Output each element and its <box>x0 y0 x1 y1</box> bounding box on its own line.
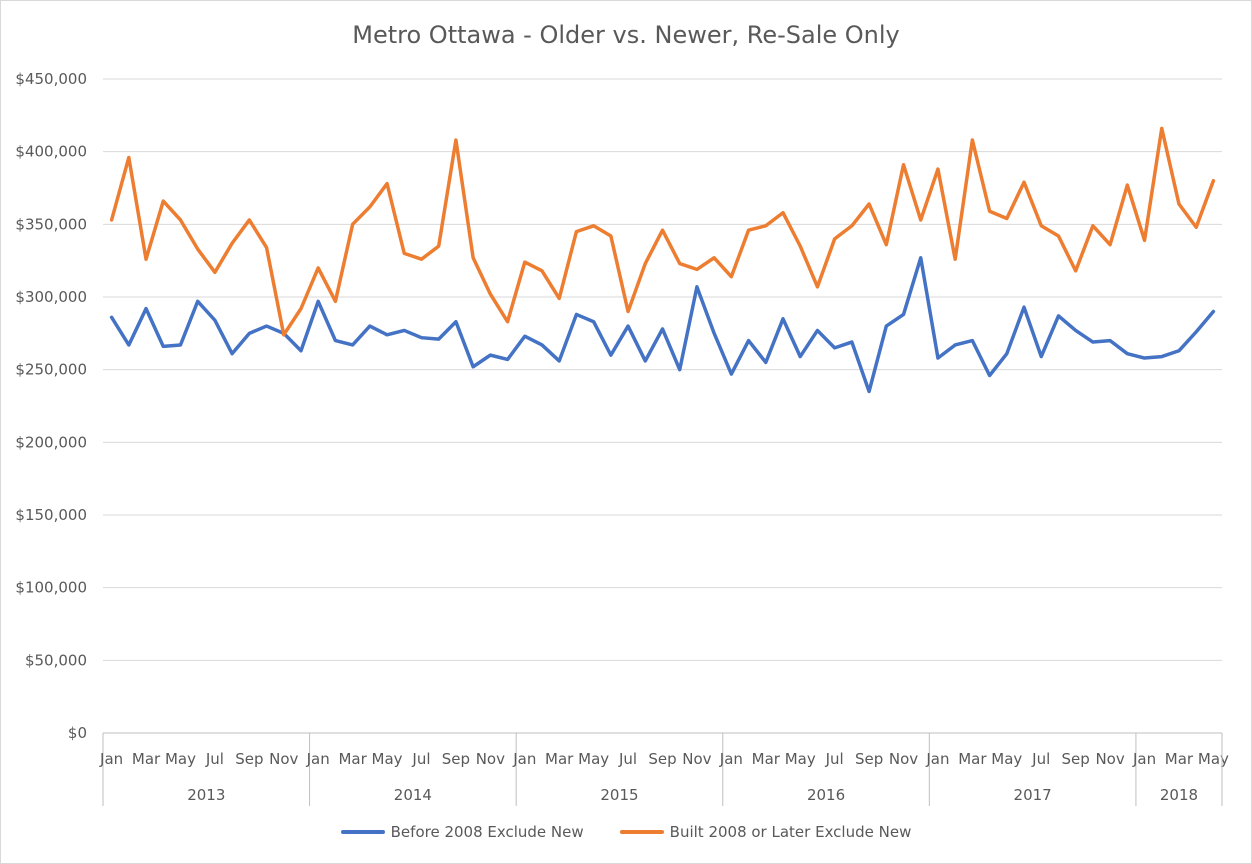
x-tick-label-month: Jan <box>99 750 123 768</box>
y-tick-label: $350,000 <box>15 215 87 233</box>
y-tick-label: $250,000 <box>15 361 87 379</box>
legend-item-built-2008-or-later: Built 2008 or Later Exclude New <box>619 823 912 841</box>
x-tick-label-month: May <box>1198 750 1229 768</box>
x-tick-label-month: Mar <box>752 750 781 768</box>
chart-title: Metro Ottawa - Older vs. Newer, Re-Sale … <box>352 21 900 49</box>
y-tick-label: $50,000 <box>25 651 87 669</box>
x-tick-label-month: Jul <box>411 750 430 768</box>
x-tick-label-year: 2013 <box>187 786 225 804</box>
legend-label-before-2008: Before 2008 Exclude New <box>390 823 584 841</box>
x-tick-label-month: Sep <box>1062 750 1090 768</box>
x-tick-label-year: 2015 <box>600 786 638 804</box>
x-tick-label-month: Nov <box>269 750 298 768</box>
x-tick-label-month: Jul <box>825 750 844 768</box>
x-tick-label-month: Mar <box>338 750 367 768</box>
x-tick-label-month: May <box>165 750 196 768</box>
y-tick-label: $400,000 <box>15 143 87 161</box>
x-tick-label-month: Sep <box>855 750 883 768</box>
x-tick-label-month: Jul <box>1031 750 1050 768</box>
x-tick-label-month: Jan <box>1132 750 1156 768</box>
y-tick-label: $150,000 <box>15 506 87 524</box>
legend-item-before-2008: Before 2008 Exclude New <box>340 823 584 841</box>
x-tick-label-month: Jul <box>205 750 224 768</box>
x-tick-label-year: 2017 <box>1014 786 1052 804</box>
x-tick-label-month: May <box>578 750 609 768</box>
x-tick-label-month: Nov <box>889 750 918 768</box>
y-tick-label: $0 <box>68 724 87 742</box>
x-tick-label-month: May <box>372 750 403 768</box>
x-tick-label-year: 2016 <box>807 786 845 804</box>
x-tick-label-month: Sep <box>235 750 263 768</box>
x-tick-label-month: Nov <box>476 750 505 768</box>
y-tick-label: $300,000 <box>15 288 87 306</box>
x-tick-label-month: Jul <box>618 750 637 768</box>
x-tick-label-month: Mar <box>1165 750 1194 768</box>
x-tick-label-month: Mar <box>958 750 987 768</box>
x-tick-label-month: Jan <box>512 750 536 768</box>
series-line-before-2008 <box>109 256 1216 394</box>
x-tick-label-month: Jan <box>925 750 949 768</box>
legend-swatch-before-2008 <box>340 830 385 834</box>
series-line-built-2008-or-later <box>109 126 1216 337</box>
x-tick-label-month: Mar <box>545 750 574 768</box>
legend-label-built-2008-or-later: Built 2008 or Later Exclude New <box>669 823 912 841</box>
x-tick-label-month: Nov <box>682 750 711 768</box>
x-tick-label-month: Jan <box>719 750 743 768</box>
legend: Before 2008 Exclude New Built 2008 or La… <box>1 823 1251 841</box>
x-tick-label-month: Mar <box>132 750 161 768</box>
x-tick-label-month: May <box>991 750 1022 768</box>
x-tick-label-year: 2014 <box>394 786 432 804</box>
x-tick-label-month: Jan <box>306 750 330 768</box>
x-tick-label-year: 2018 <box>1160 786 1198 804</box>
x-tick-label-month: May <box>785 750 816 768</box>
x-tick-label-month: Nov <box>1095 750 1124 768</box>
x-tick-label-month: Sep <box>442 750 470 768</box>
x-tick-label-month: Sep <box>648 750 676 768</box>
y-tick-label: $200,000 <box>15 433 87 451</box>
legend-swatch-built-2008-or-later <box>619 830 664 834</box>
y-tick-label: $450,000 <box>15 70 87 88</box>
y-tick-label: $100,000 <box>15 579 87 597</box>
